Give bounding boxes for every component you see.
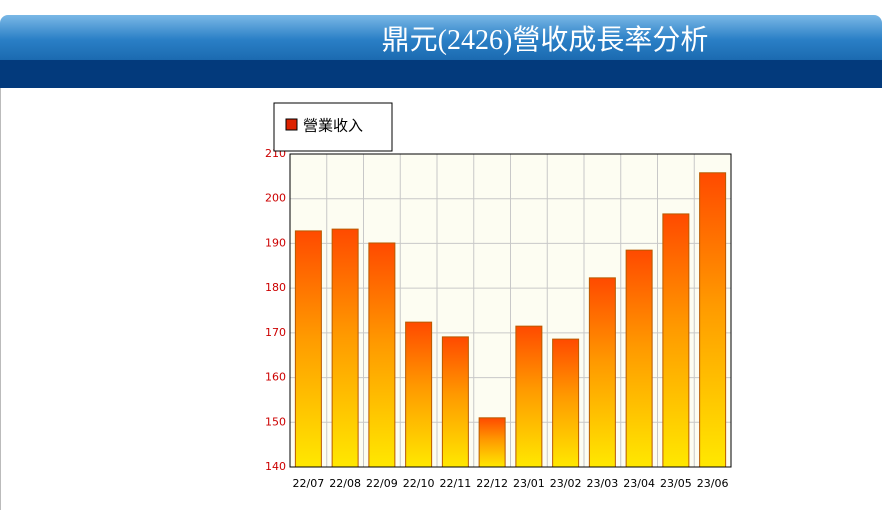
x-tick-label: 22/07 <box>293 477 325 490</box>
y-tick-label: 160 <box>265 371 286 384</box>
bar <box>405 321 433 468</box>
x-tick-label: 23/06 <box>697 477 729 490</box>
x-tick-label: 23/03 <box>587 477 619 490</box>
header-bar <box>0 15 882 60</box>
page-title: 鼎元(2426)營收成長率分析 <box>381 25 709 56</box>
y-tick-label: 150 <box>265 415 286 428</box>
bar <box>331 228 359 468</box>
bar <box>662 213 690 468</box>
y-tick-label: 180 <box>265 281 286 294</box>
bar <box>588 277 616 468</box>
bar <box>552 338 580 468</box>
y-tick-label: 190 <box>265 236 286 249</box>
bar <box>368 242 396 468</box>
x-tick-label: 22/09 <box>366 477 398 490</box>
x-tick-label: 23/02 <box>550 477 582 490</box>
bar <box>478 417 506 468</box>
bar <box>515 325 543 468</box>
header-band <box>0 60 882 88</box>
bar <box>625 249 653 468</box>
y-tick-label: 200 <box>265 192 286 205</box>
x-tick-label: 23/05 <box>660 477 692 490</box>
x-tick-label: 22/11 <box>440 477 472 490</box>
x-tick-label: 23/01 <box>513 477 545 490</box>
y-tick-label: 140 <box>265 460 286 473</box>
x-tick-label: 22/08 <box>329 477 361 490</box>
bar <box>294 230 322 468</box>
legend-swatch <box>285 118 298 131</box>
x-tick-label: 22/12 <box>476 477 508 490</box>
y-tick-label: 170 <box>265 326 286 339</box>
x-tick-label: 22/10 <box>403 477 435 490</box>
border <box>0 88 1 510</box>
x-tick-label: 23/04 <box>623 477 655 490</box>
plot-frame <box>289 153 732 468</box>
legend-label: 營業收入 <box>303 117 363 135</box>
bar <box>441 336 469 468</box>
bar <box>699 172 727 468</box>
